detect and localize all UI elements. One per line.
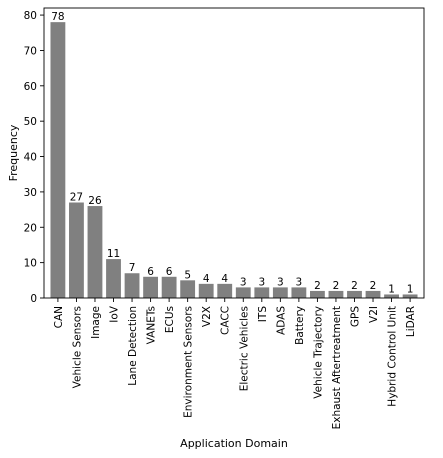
bar-value-label: 78 bbox=[51, 11, 64, 23]
y-axis-label: Frequency bbox=[7, 124, 20, 181]
x-tick-label: ECUs bbox=[164, 306, 176, 333]
bar-value-label: 5 bbox=[184, 269, 191, 281]
bar-value-label: 6 bbox=[166, 266, 173, 278]
bar bbox=[180, 280, 196, 298]
x-tick-label: IoV bbox=[109, 305, 121, 323]
x-tick-label: Environment Sensors bbox=[183, 306, 195, 418]
y-tick-label: 0 bbox=[30, 293, 37, 305]
bar bbox=[50, 22, 66, 299]
bar-value-label: 3 bbox=[296, 276, 303, 288]
y-tick-label: 60 bbox=[24, 81, 37, 93]
bars bbox=[50, 22, 418, 299]
bar bbox=[87, 206, 103, 298]
bar-value-label: 1 bbox=[388, 283, 395, 295]
x-tick-label: Vehicle Sensors bbox=[71, 306, 83, 388]
y-tick-label: 50 bbox=[24, 116, 37, 128]
x-tick-label: CACC bbox=[220, 306, 232, 335]
x-tick-label: Vehicle Trajectory bbox=[312, 306, 324, 399]
y-tick-label: 10 bbox=[24, 258, 37, 270]
bar-value-label: 3 bbox=[240, 276, 247, 288]
bar bbox=[384, 294, 399, 298]
bar bbox=[235, 287, 251, 298]
bar-value-label: 11 bbox=[107, 248, 120, 260]
bar bbox=[124, 273, 140, 298]
bar bbox=[161, 276, 177, 298]
x-tick-label: Lane Detection bbox=[127, 306, 139, 386]
x-tick-label: Electric Vehicles bbox=[238, 306, 250, 391]
y-tick-label: 70 bbox=[24, 45, 37, 57]
bar-value-label: 2 bbox=[351, 280, 358, 292]
bar-value-label: 4 bbox=[203, 273, 210, 285]
x-tick-label: V2X bbox=[201, 306, 213, 327]
y-tick-label: 30 bbox=[24, 187, 37, 199]
x-axis-ticks: CAN Vehicle Sensors Image IoV Lane Detection… bbox=[53, 298, 417, 429]
bar-value-label: 2 bbox=[370, 280, 377, 292]
x-tick-label: ITS bbox=[257, 306, 269, 323]
bar bbox=[254, 287, 270, 298]
x-tick-label: CAN bbox=[53, 306, 65, 328]
bar-value-label: 3 bbox=[277, 276, 284, 288]
x-tick-label: Exhaust Aftertreatment bbox=[331, 306, 343, 429]
x-tick-label: V2I bbox=[368, 306, 380, 323]
x-tick-label: Battery bbox=[294, 306, 306, 345]
bar-value-label: 7 bbox=[129, 262, 136, 274]
x-axis-label: Application Domain bbox=[180, 437, 288, 450]
bar-value-label: 2 bbox=[333, 280, 340, 292]
bar bbox=[291, 287, 307, 298]
bar bbox=[69, 202, 84, 298]
bar bbox=[198, 283, 214, 298]
x-tick-label: Hybrid Control Unit bbox=[387, 306, 399, 407]
y-tick-label: 40 bbox=[24, 152, 37, 164]
bar bbox=[402, 294, 418, 298]
y-tick-label: 80 bbox=[24, 10, 37, 22]
bar bbox=[272, 287, 288, 298]
bar-value-label: 27 bbox=[70, 192, 83, 204]
x-tick-label: VANETs bbox=[146, 306, 158, 344]
bar bbox=[143, 276, 158, 298]
x-tick-label: Image bbox=[90, 306, 102, 339]
y-tick-label: 20 bbox=[24, 222, 37, 234]
bar-value-label: 2 bbox=[314, 280, 321, 292]
x-tick-label: ADAS bbox=[275, 306, 287, 335]
bar bbox=[347, 290, 362, 298]
bar bbox=[106, 259, 121, 298]
bar-value-label: 4 bbox=[221, 273, 228, 285]
bar bbox=[217, 283, 233, 298]
x-tick-label: LiDAR bbox=[405, 306, 417, 337]
y-axis-ticks: 0 10 20 30 40 50 60 70 80 bbox=[24, 10, 44, 305]
bar bbox=[328, 290, 344, 298]
plot-frame bbox=[43, 7, 425, 299]
bar-value-label: 1 bbox=[407, 283, 414, 295]
x-tick-label: GPS bbox=[349, 306, 361, 327]
bar bbox=[365, 290, 381, 298]
bar-value-label: 3 bbox=[258, 276, 265, 288]
bar-value-label: 6 bbox=[147, 266, 154, 278]
bar-value-label: 26 bbox=[88, 195, 102, 207]
bar bbox=[310, 290, 325, 298]
